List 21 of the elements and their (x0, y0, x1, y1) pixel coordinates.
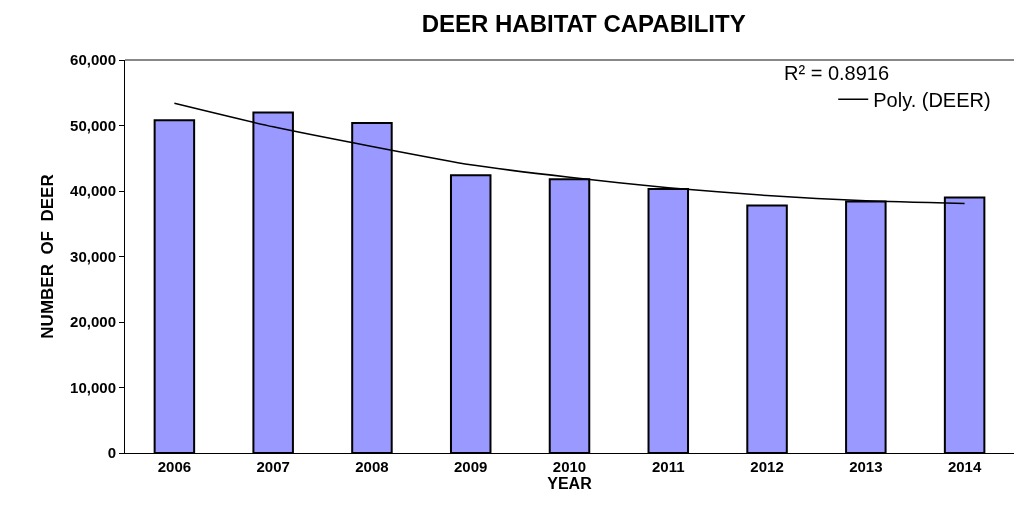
x-axis-title: YEAR (547, 475, 593, 492)
x-tick-label: 2007 (256, 458, 290, 475)
y-tick-label: 0 (107, 444, 116, 462)
y-tick-label: 30,000 (70, 247, 116, 265)
x-tick-label: 2012 (750, 458, 784, 475)
y-tick-label: 40,000 (70, 182, 116, 200)
x-tick-label: 2013 (849, 458, 883, 475)
y-tick-label: 20,000 (70, 313, 116, 331)
y-tick-label: 10,000 (70, 378, 116, 396)
chart-title: DEER HABITAT CAPABILITY (421, 10, 746, 38)
y-axis-title: NUMBER OF DEER (37, 174, 57, 339)
x-tick-label: 2011 (652, 458, 685, 475)
x-tick-label: 2009 (454, 458, 488, 475)
x-tick-label: 2006 (157, 458, 192, 475)
annotation: R² = 0.8916 (784, 62, 890, 84)
legend-label: Poly. (DEER) (873, 88, 991, 111)
x-tick-label: 2008 (355, 458, 389, 475)
x-tick-label: 2010 (552, 458, 587, 475)
y-tick-label: 60,000 (70, 51, 116, 69)
x-tick-label: 2014 (947, 458, 982, 475)
y-tick-label: 50,000 (70, 116, 116, 134)
